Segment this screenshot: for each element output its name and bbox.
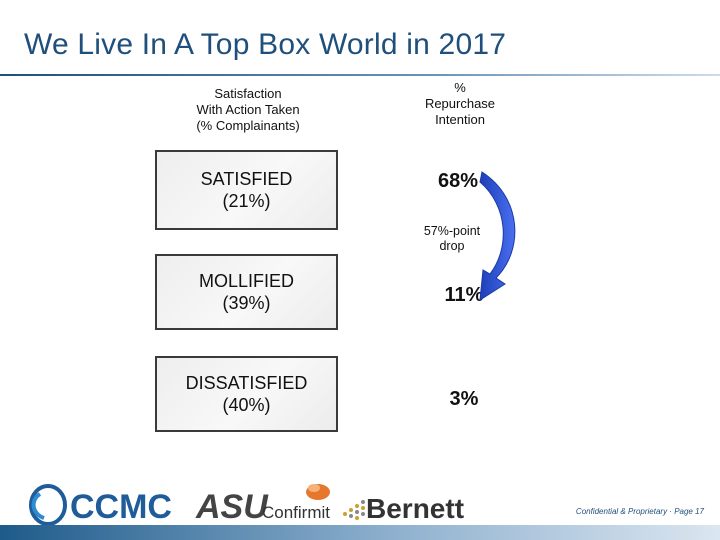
title-divider: [0, 74, 720, 76]
mollified-share: (39%): [222, 293, 271, 313]
drop-arrow-icon: [479, 171, 516, 301]
drop-annotation-line-2: drop: [439, 239, 465, 253]
drop-annotation-line-1: 57%-point: [423, 224, 481, 238]
ccmc-logo-text: CCMC: [70, 488, 172, 526]
dissatisfied-label: DISSATISFIED: [185, 373, 308, 393]
footer-note: Confidential & Proprietary · Page 17: [575, 507, 704, 516]
bernett-logo-text: Bernett: [366, 493, 464, 524]
left-header-line-2: With Action Taken: [196, 102, 300, 117]
footer-bar: [0, 525, 720, 540]
confirmit-logo-icon: Confirmit: [262, 484, 330, 522]
mollified-label: MOLLIFIED: [198, 271, 295, 291]
right-header-line-2: Repurchase: [424, 96, 496, 111]
right-header-line-3: Intention: [435, 112, 485, 127]
dissatisfied-repurchase-value: 3%: [449, 388, 479, 410]
asu-logo-text: ASU: [195, 488, 269, 526]
ccmc-logo-icon: CCMC: [29, 484, 172, 526]
partner-logos: CCMC ASU Confirmit Bernett: [29, 484, 464, 526]
confirmit-logo-text: Confirmit: [262, 503, 330, 522]
satisfied-box: SATISFIED (21%): [155, 150, 338, 230]
left-header-line-1: Satisfaction: [214, 86, 282, 101]
asu-logo-icon: ASU: [195, 488, 269, 526]
mollified-box: MOLLIFIED (39%): [155, 254, 338, 330]
repurchase-column-header: % Repurchase Intention: [405, 80, 515, 128]
slide-title: We Live In A Top Box World in 2017: [24, 28, 507, 61]
drop-annotation: 57%-point drop: [410, 224, 494, 254]
right-header-line-1: %: [454, 80, 466, 95]
left-header-line-3: (% Complainants): [196, 118, 300, 133]
dissatisfied-share: (40%): [222, 395, 271, 415]
satisfaction-column-header: Satisfaction With Action Taken (% Compla…: [168, 86, 328, 134]
satisfied-share: (21%): [222, 191, 271, 211]
satisfied-label: SATISFIED: [200, 169, 293, 189]
satisfied-repurchase-value: 68%: [437, 170, 479, 192]
mollified-repurchase-value: 11%: [444, 284, 484, 306]
bernett-logo-icon: Bernett: [343, 493, 464, 524]
dissatisfied-box: DISSATISFIED (40%): [155, 356, 338, 432]
